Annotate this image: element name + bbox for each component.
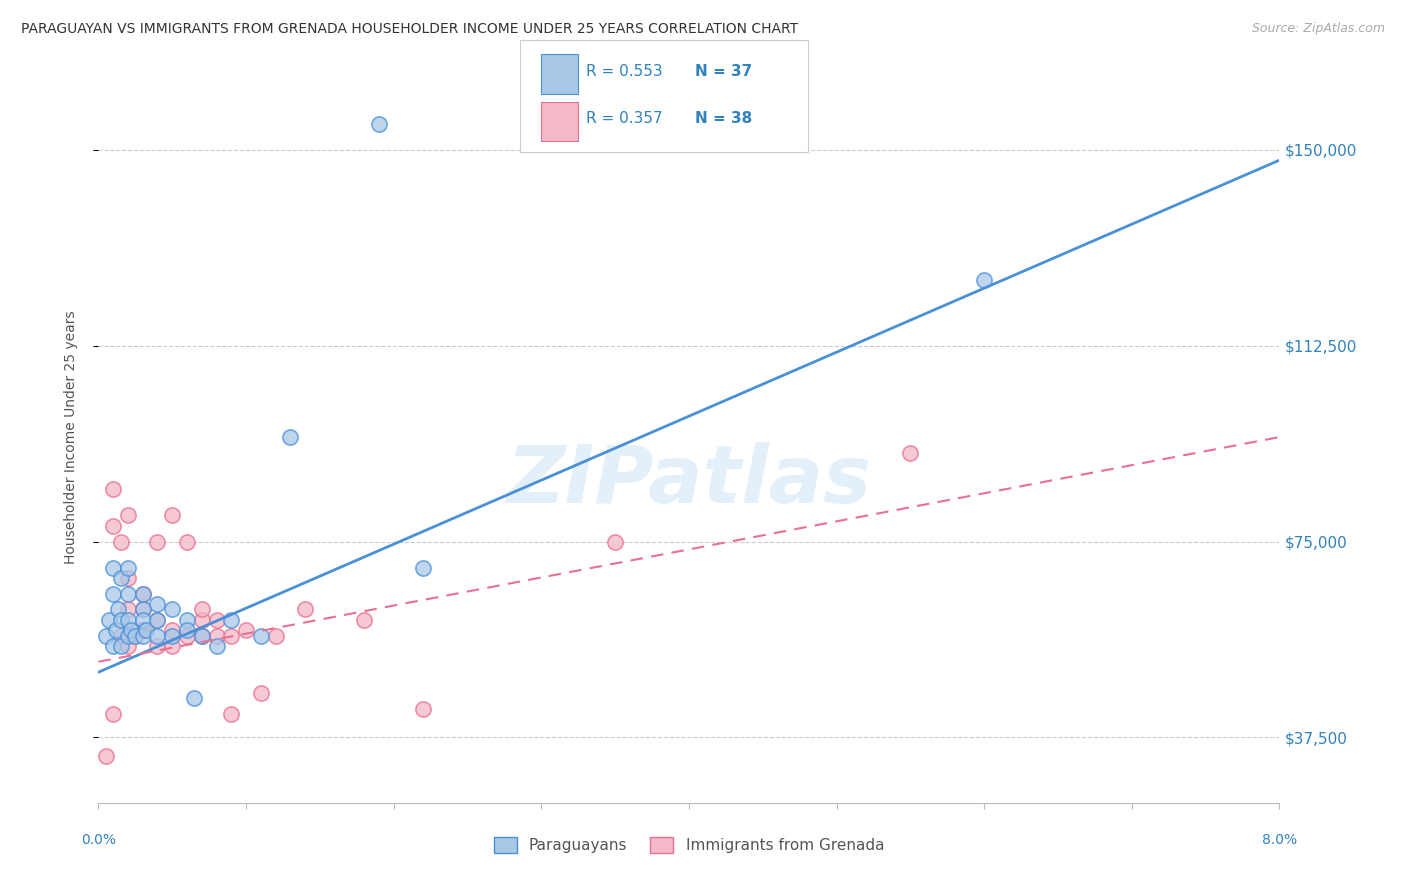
Point	[368, 117, 391, 131]
Text: N = 38: N = 38	[695, 111, 752, 126]
Point	[132, 613, 155, 627]
Point	[110, 639, 132, 653]
Point	[900, 446, 922, 460]
Point	[117, 639, 139, 653]
Point	[132, 624, 155, 638]
Point	[132, 602, 155, 616]
Point	[132, 587, 155, 601]
Point	[117, 508, 139, 523]
Point	[191, 629, 214, 643]
Point	[146, 613, 169, 627]
Point	[353, 613, 375, 627]
Point	[110, 629, 132, 643]
Y-axis label: Householder Income Under 25 years: Householder Income Under 25 years	[63, 310, 77, 564]
Point	[132, 587, 155, 601]
Point	[221, 629, 243, 643]
Point	[110, 534, 132, 549]
Point	[103, 639, 125, 653]
Point	[132, 629, 155, 643]
Point	[412, 560, 434, 574]
Text: R = 0.357: R = 0.357	[586, 111, 662, 126]
Point	[162, 639, 183, 653]
Point	[162, 624, 183, 638]
Point	[162, 629, 183, 643]
Point	[146, 629, 169, 643]
Point	[135, 624, 157, 638]
Text: R = 0.553: R = 0.553	[586, 63, 662, 78]
Point	[176, 534, 198, 549]
Point	[103, 587, 125, 601]
Text: ZIPatlas: ZIPatlas	[506, 442, 872, 520]
Point	[124, 629, 146, 643]
Point	[183, 691, 205, 706]
Point	[412, 702, 434, 716]
Point	[117, 571, 139, 585]
Point	[117, 602, 139, 616]
Point	[110, 571, 132, 585]
Point	[205, 629, 228, 643]
Text: PARAGUAYAN VS IMMIGRANTS FROM GRENADA HOUSEHOLDER INCOME UNDER 25 YEARS CORRELAT: PARAGUAYAN VS IMMIGRANTS FROM GRENADA HO…	[21, 22, 799, 37]
Point	[221, 706, 243, 721]
Point	[117, 613, 139, 627]
Point	[103, 483, 125, 497]
Point	[162, 602, 183, 616]
Point	[973, 273, 995, 287]
Point	[162, 508, 183, 523]
Point	[103, 706, 125, 721]
Point	[191, 629, 214, 643]
Point	[250, 686, 273, 700]
Point	[176, 629, 198, 643]
Point	[264, 629, 287, 643]
Point	[294, 602, 316, 616]
Point	[146, 639, 169, 653]
Point	[103, 560, 125, 574]
Point	[250, 629, 273, 643]
Point	[117, 587, 139, 601]
Point	[117, 560, 139, 574]
Text: 8.0%: 8.0%	[1263, 833, 1296, 847]
Point	[191, 602, 214, 616]
Point	[176, 613, 198, 627]
Point	[103, 519, 125, 533]
Point	[146, 597, 169, 611]
Point	[107, 602, 129, 616]
Point	[124, 629, 146, 643]
Point	[205, 639, 228, 653]
Point	[120, 624, 142, 638]
Point	[105, 624, 128, 638]
Point	[132, 602, 155, 616]
Point	[221, 613, 243, 627]
Point	[94, 748, 117, 763]
Point	[176, 624, 198, 638]
Point	[132, 624, 155, 638]
Point	[110, 613, 132, 627]
Text: 0.0%: 0.0%	[82, 833, 115, 847]
Legend: Paraguayans, Immigrants from Grenada: Paraguayans, Immigrants from Grenada	[486, 830, 891, 861]
Point	[117, 629, 139, 643]
Point	[605, 534, 627, 549]
Point	[280, 430, 302, 444]
Point	[235, 624, 257, 638]
Point	[146, 534, 169, 549]
Text: N = 37: N = 37	[695, 63, 752, 78]
Point	[97, 613, 120, 627]
Point	[94, 629, 117, 643]
Point	[191, 613, 214, 627]
Point	[146, 613, 169, 627]
Text: Source: ZipAtlas.com: Source: ZipAtlas.com	[1251, 22, 1385, 36]
Point	[205, 613, 228, 627]
